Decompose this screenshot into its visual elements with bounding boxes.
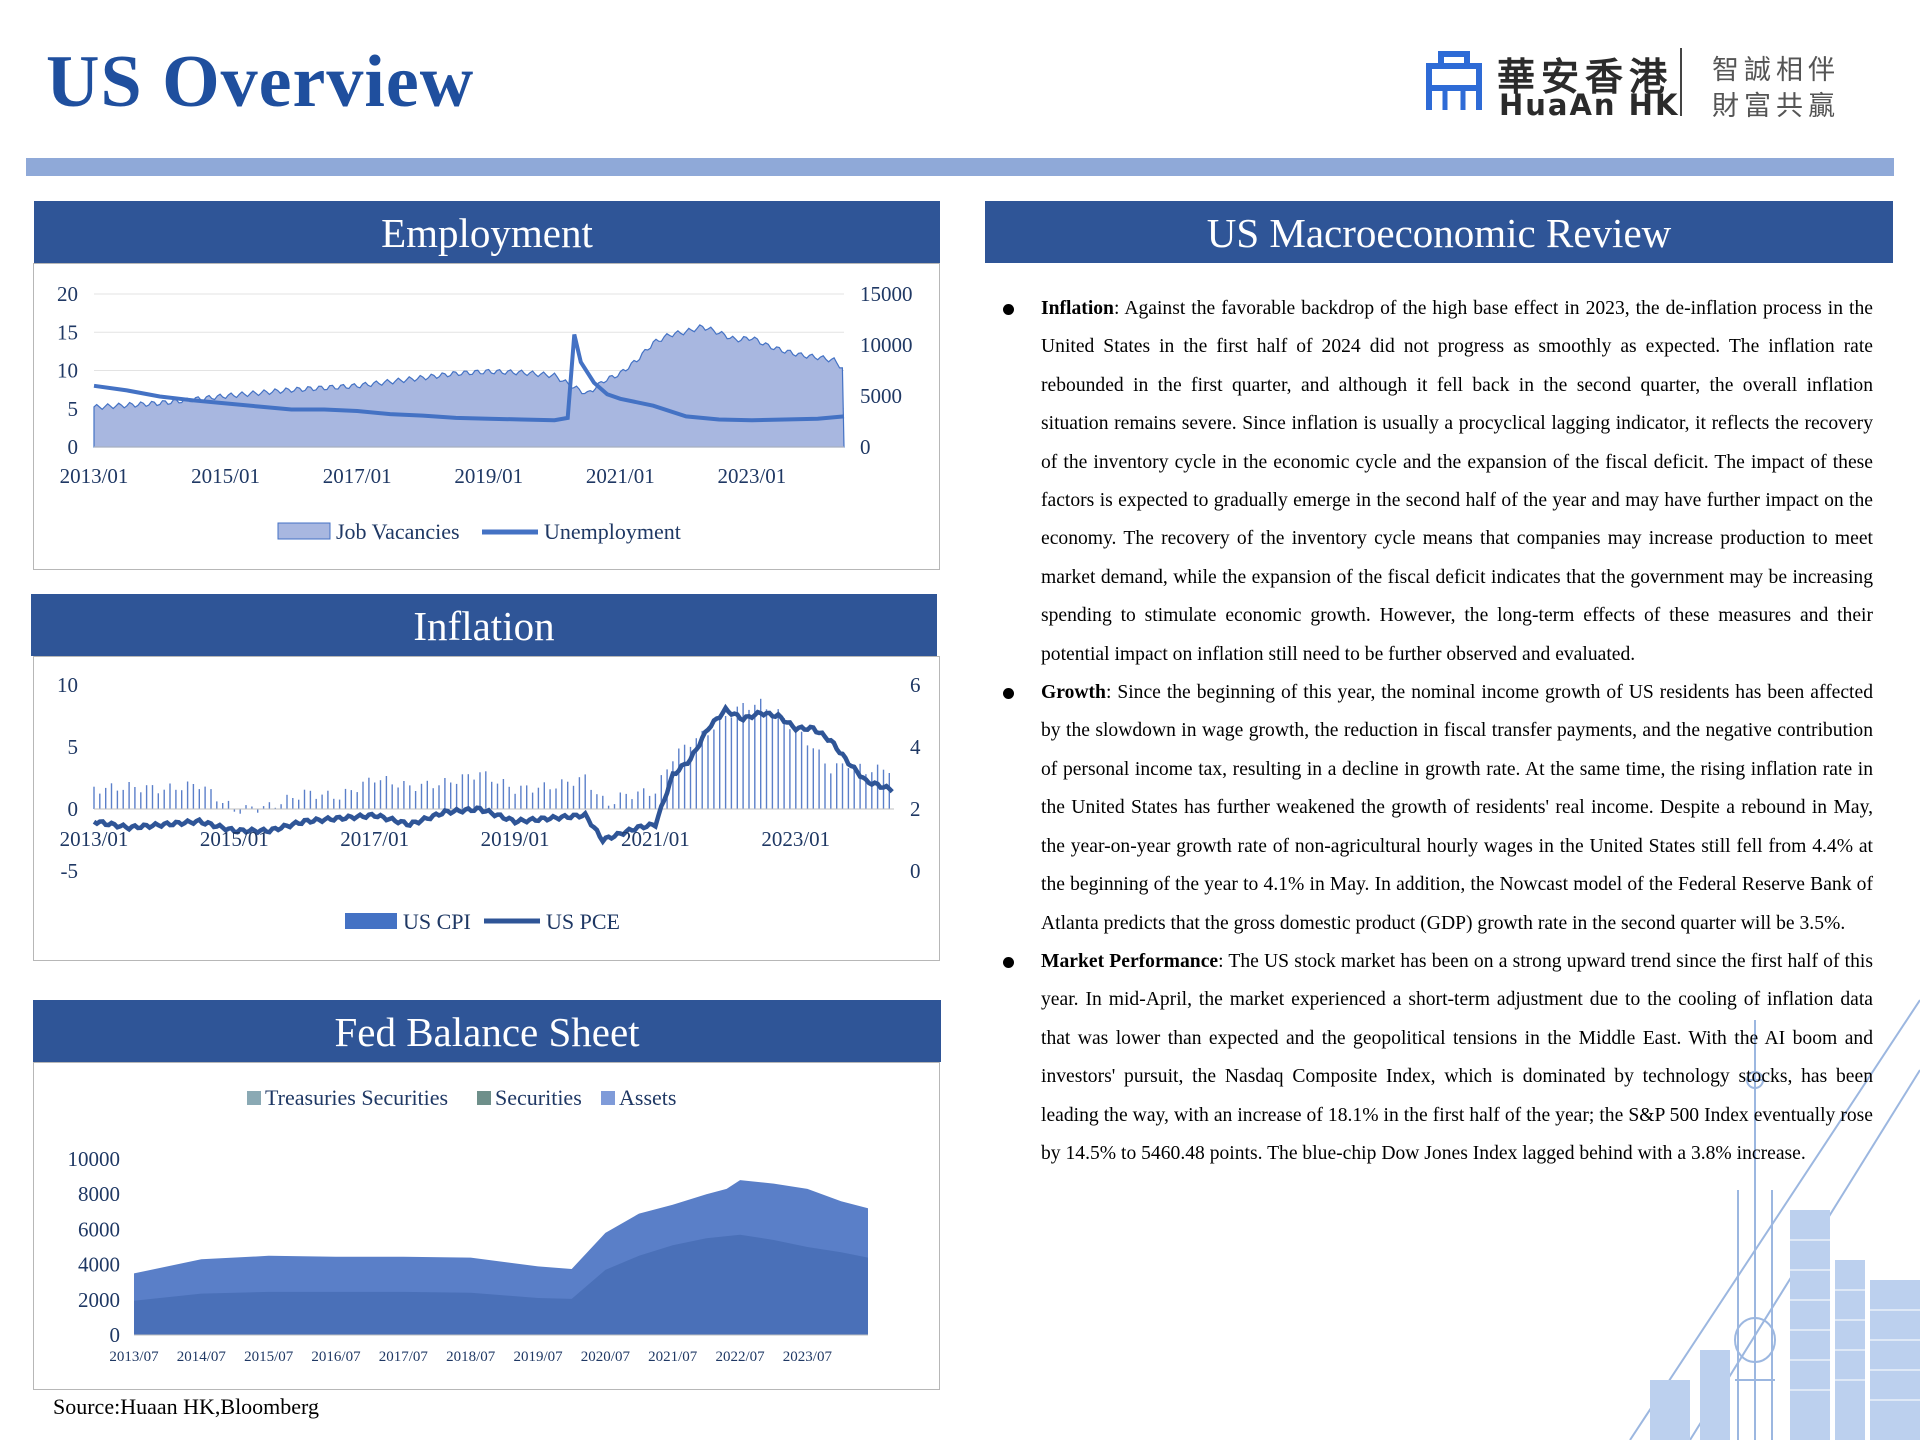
y-tick-label: 10000 — [68, 1147, 121, 1171]
review-body: Inflation: Against the favorable backdro… — [1003, 290, 1873, 1173]
review-item-text: : Against the favorable backdrop of the … — [1041, 298, 1873, 665]
x-tick-label: 2019/01 — [481, 827, 550, 851]
y-left-tick-label: -5 — [61, 859, 79, 883]
review-item-market: Market Performance: The US stock market … — [1003, 943, 1873, 1173]
source-note: Source:Huaan HK,Bloomberg — [53, 1394, 319, 1419]
logo-name-cn: 華安香港 — [1497, 55, 1674, 99]
review-item-title: Market Performance — [1041, 950, 1219, 972]
y-right-tick-label: 2 — [910, 797, 921, 821]
y-left-tick-label: 0 — [68, 797, 79, 821]
fed-chart-svg: 10000 8000 6000 4000 2000 0 2013/07 2014/07 2015… — [68, 1085, 868, 1365]
y-left-tick-label: 0 — [68, 435, 79, 459]
x-tick-label: 2021/07 — [648, 1349, 698, 1365]
y-tick-label: 4000 — [78, 1253, 120, 1277]
page-title: US Overview — [46, 41, 475, 123]
x-tick-label: 2015/01 — [191, 464, 260, 488]
employment-chart: 20 15 10 5 0 15000 10000 5000 0 2013/01 2015/01 201… — [33, 263, 940, 570]
y-left-tick-label: 20 — [57, 282, 78, 306]
brand-logo: 華安香港 HuaAn HK 智誠相伴 財富共贏 — [1425, 44, 1845, 124]
y-right-tick-label: 5000 — [860, 384, 902, 408]
x-tick-label: 2015/01 — [200, 827, 269, 851]
legend-label-unemployment: Unemployment — [544, 519, 681, 544]
legend-label: Securities — [495, 1085, 582, 1110]
job-vacancies-area — [93, 324, 845, 448]
x-tick-label: 2021/01 — [586, 464, 655, 488]
y-tick-label: 6000 — [78, 1217, 120, 1241]
x-tick-label: 2020/07 — [581, 1349, 631, 1365]
inflation-header: Inflation — [31, 594, 937, 656]
x-tick-label: 2019/01 — [454, 464, 523, 488]
bullet-icon — [1003, 688, 1014, 700]
review-item-title: Inflation — [1041, 298, 1114, 319]
x-tick-label: 2013/07 — [109, 1349, 159, 1365]
x-tick-label: 2021/01 — [621, 827, 690, 851]
review-header: US Macroeconomic Review — [985, 201, 1893, 263]
x-tick-label: 2022/07 — [715, 1349, 765, 1365]
logo-slogan-line2: 財富共贏 — [1712, 91, 1840, 122]
y-right-tick-label: 0 — [910, 859, 921, 883]
x-tick-label: 2013/01 — [60, 827, 129, 851]
x-tick-label: 2013/01 — [60, 464, 129, 488]
y-right-tick-label: 15000 — [860, 282, 913, 306]
y-left-tick-label: 10 — [57, 359, 78, 383]
inflation-chart: 10 5 0 -5 6 4 2 0 2013/01 2015/01 2017/01 2019/01 20… — [33, 656, 940, 961]
y-left-tick-label: 10 — [57, 673, 78, 697]
legend-label: Assets — [619, 1085, 676, 1110]
y-right-tick-label: 0 — [860, 435, 871, 459]
huaan-logo-icon — [1426, 51, 1482, 110]
x-tick-label: 2017/01 — [323, 464, 392, 488]
y-left-tick-label: 5 — [68, 735, 79, 759]
legend-label: Treasuries Securities — [265, 1085, 448, 1110]
legend-label-us-cpi: US CPI — [403, 909, 471, 934]
review-item-growth: Growth: Since the beginning of this year… — [1003, 674, 1873, 943]
inflation-chart-svg: 10 5 0 -5 6 4 2 0 2013/01 2015/01 2017/01 2019/01 20… — [57, 673, 921, 934]
x-tick-label: 2016/07 — [311, 1349, 361, 1365]
legend-swatch-job-vacancies — [277, 522, 331, 540]
y-tick-label: 8000 — [78, 1182, 120, 1206]
fed-header: Fed Balance Sheet — [33, 1000, 941, 1062]
y-right-tick-label: 10000 — [860, 333, 913, 357]
fed-chart: 10000 8000 6000 4000 2000 0 2013/07 2014/07 2015… — [33, 1062, 940, 1390]
logo-divider — [1680, 48, 1682, 116]
y-tick-label: 0 — [110, 1323, 121, 1347]
fed-area-treasuries-securities — [134, 1234, 868, 1335]
x-tick-label: 2023/01 — [761, 827, 830, 851]
x-tick-label: 2015/07 — [244, 1349, 294, 1365]
legend-label-us-pce: US PCE — [546, 909, 620, 934]
employment-header: Employment — [34, 201, 940, 263]
y-right-tick-label: 6 — [910, 673, 921, 697]
review-item-text: : Since the beginning of this year, the … — [1041, 682, 1873, 934]
x-tick-label: 2023/01 — [717, 464, 786, 488]
skyline-watermark-icon — [1629, 999, 1920, 1440]
header-rule — [26, 158, 1894, 176]
y-left-tick-label: 5 — [68, 397, 79, 421]
x-tick-label: 2017/07 — [379, 1349, 429, 1365]
review-item-text: : The US stock market has been on a stro… — [1041, 950, 1873, 1164]
unemployment-line — [93, 334, 845, 423]
x-tick-label: 2023/07 — [783, 1349, 833, 1365]
bullet-icon — [1003, 304, 1014, 315]
legend-label-job-vacancies: Job Vacancies — [336, 519, 460, 544]
x-tick-label: 2019/07 — [513, 1349, 563, 1365]
x-tick-label: 2014/07 — [177, 1349, 227, 1365]
y-right-tick-label: 4 — [910, 735, 921, 759]
bullet-icon — [1003, 956, 1014, 968]
us-pce-line — [92, 703, 894, 846]
legend-swatch — [477, 1091, 491, 1105]
logo-name-en: HuaAn HK — [1499, 88, 1680, 122]
logo-slogan-line1: 智誠相伴 — [1712, 55, 1840, 86]
x-tick-label: 2017/01 — [340, 827, 409, 851]
legend-swatch-us-cpi — [345, 913, 397, 929]
y-left-tick-label: 15 — [57, 320, 78, 344]
y-tick-label: 2000 — [78, 1288, 120, 1312]
legend-swatch — [247, 1091, 261, 1105]
employment-chart-svg: 20 15 10 5 0 15000 10000 5000 0 2013/01 2015/01 201… — [57, 282, 913, 544]
legend-swatch — [601, 1091, 615, 1105]
review-item-inflation: Inflation: Against the favorable backdro… — [1003, 290, 1873, 674]
review-item-title: Growth — [1041, 682, 1106, 704]
x-tick-label: 2018/07 — [446, 1349, 496, 1365]
